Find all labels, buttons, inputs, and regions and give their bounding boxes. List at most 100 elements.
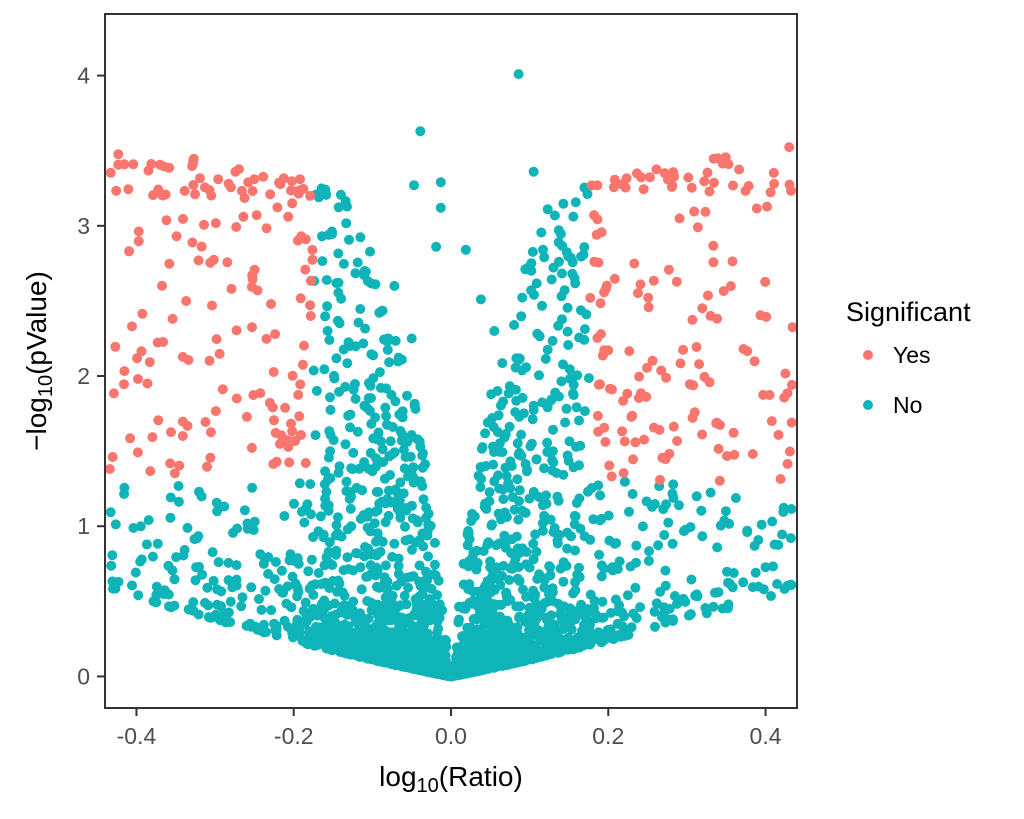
data-point-yes (246, 442, 257, 453)
data-point-no (179, 545, 190, 555)
data-point-yes (667, 180, 678, 191)
data-point-no (285, 549, 296, 560)
data-point-no (749, 540, 760, 551)
data-point-yes (204, 355, 215, 366)
data-point-no (128, 523, 139, 533)
data-point-no (366, 393, 376, 404)
data-point-no (289, 498, 299, 509)
data-point-no (356, 584, 367, 595)
data-point-no (553, 237, 564, 248)
data-point-no (513, 355, 524, 365)
data-point-no (341, 218, 352, 229)
data-point-no (556, 603, 567, 614)
data-point-yes (265, 189, 276, 200)
data-point-yes (145, 466, 156, 477)
data-point-no (339, 590, 350, 601)
data-point-no (403, 582, 414, 593)
legend: Significant Yes No (846, 297, 971, 418)
data-point-no (579, 406, 590, 417)
data-point-yes (153, 415, 164, 426)
data-point-no (514, 411, 525, 422)
data-point-yes (214, 348, 225, 359)
data-point-no (203, 600, 214, 611)
data-point-yes (708, 153, 719, 164)
data-point-yes (705, 310, 716, 321)
data-point-no (593, 480, 604, 491)
data-point-yes (137, 308, 148, 319)
data-point-no (108, 583, 118, 594)
data-point-no (436, 669, 446, 680)
data-point-no (320, 493, 331, 504)
data-point-yes (199, 219, 209, 230)
data-point-no (535, 632, 546, 643)
data-point-no (485, 556, 496, 567)
data-point-no (503, 478, 514, 489)
data-point-no (493, 410, 504, 421)
data-point-no (316, 630, 327, 641)
data-point-no (313, 568, 324, 578)
data-point-no (332, 528, 343, 539)
data-point-no (393, 561, 404, 571)
data-point-yes (261, 223, 272, 234)
data-point-no (366, 278, 377, 289)
data-point-yes (632, 168, 642, 179)
data-point-yes (258, 171, 269, 182)
data-point-no (333, 575, 344, 586)
data-point-no (325, 429, 336, 440)
data-point-no (635, 602, 646, 613)
data-point-yes (634, 371, 645, 382)
data-point-no (143, 515, 154, 526)
data-point-no (532, 611, 543, 622)
data-point-yes (238, 211, 249, 222)
data-point-no (522, 464, 533, 475)
data-point-yes (164, 258, 175, 269)
data-point-yes (760, 276, 771, 287)
data-point-no (421, 512, 431, 523)
data-point-yes (672, 436, 683, 446)
data-point-no (574, 415, 584, 426)
data-point-no (399, 463, 410, 474)
data-point-yes (142, 378, 153, 389)
data-point-no (548, 424, 558, 435)
data-point-no (246, 582, 257, 593)
data-point-yes (585, 292, 596, 303)
data-point-yes (165, 458, 176, 469)
data-point-yes (200, 182, 210, 193)
data-point-no (542, 624, 553, 635)
data-point-no (527, 414, 538, 425)
data-point-yes (688, 380, 699, 391)
data-point-no (542, 344, 553, 355)
data-point-no (528, 166, 539, 177)
data-point-yes (711, 418, 722, 429)
data-point-yes (213, 174, 224, 185)
data-point-no (279, 615, 290, 626)
data-point-yes (599, 345, 610, 356)
data-point-yes (694, 359, 705, 370)
data-point-no (570, 197, 581, 208)
data-point-no (127, 580, 137, 591)
data-point-no (237, 592, 248, 603)
data-point-no (558, 576, 569, 587)
data-point-no (384, 357, 395, 368)
data-point-no (708, 601, 719, 612)
data-point-no (182, 522, 193, 533)
data-point-yes (148, 190, 159, 201)
data-point-no (400, 521, 410, 532)
data-point-no (169, 574, 180, 585)
data-point-yes (608, 182, 619, 193)
data-point-yes (286, 418, 296, 429)
data-point-no (481, 654, 492, 665)
data-point-no (773, 539, 784, 550)
data-point-yes (305, 300, 316, 311)
data-point-no (399, 590, 410, 601)
data-point-no (332, 586, 343, 597)
data-point-no (520, 507, 531, 518)
data-point-no (331, 520, 342, 531)
data-point-no (493, 470, 504, 481)
data-point-yes (714, 475, 725, 486)
data-point-yes (687, 314, 698, 325)
data-point-no (344, 494, 355, 504)
data-point-no (562, 326, 573, 337)
data-point-no (565, 605, 576, 616)
data-point-no (612, 606, 623, 617)
